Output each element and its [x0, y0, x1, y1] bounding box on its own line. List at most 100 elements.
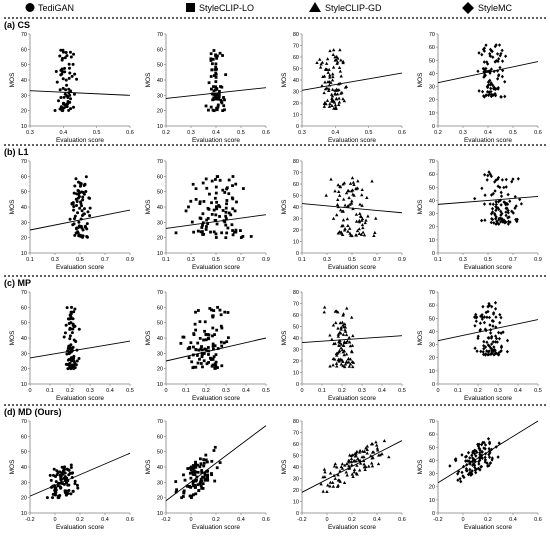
data-point — [331, 65, 336, 69]
data-point — [350, 463, 354, 467]
data-point — [502, 185, 506, 190]
x-tick-label: 0 — [189, 517, 192, 523]
x-tick-label: 0.4 — [242, 388, 250, 394]
data-point — [215, 466, 219, 470]
x-tick-label: 0 — [164, 388, 167, 394]
data-point — [514, 204, 518, 208]
data-point — [201, 223, 204, 227]
data-point — [344, 352, 349, 356]
x-tick-label: 0.9 — [126, 257, 134, 263]
y-tick-label: 80 — [293, 290, 299, 296]
data-point — [201, 221, 205, 225]
data-point — [337, 65, 342, 70]
data-point — [471, 457, 476, 462]
data-point — [504, 54, 508, 59]
data-point — [212, 89, 216, 93]
data-point — [218, 308, 222, 312]
y-tick-label: 20 — [157, 109, 163, 115]
data-point — [342, 480, 347, 485]
data-point — [498, 53, 502, 58]
data-point — [474, 470, 478, 475]
data-point — [327, 104, 332, 108]
data-point — [485, 461, 489, 465]
data-point — [479, 314, 483, 318]
data-point — [51, 473, 55, 477]
data-point — [340, 462, 345, 466]
data-point — [189, 476, 193, 480]
data-point — [212, 449, 216, 452]
data-point — [181, 495, 185, 498]
y-tick-label: 70 — [157, 419, 163, 425]
data-point — [335, 92, 340, 96]
data-point — [329, 80, 333, 84]
x-tick-label: 0.5 — [398, 388, 406, 394]
data-point — [204, 338, 208, 342]
data-point — [60, 477, 64, 481]
data-point — [217, 95, 221, 99]
data-point — [60, 72, 64, 76]
data-point — [209, 57, 213, 61]
data-point — [487, 303, 492, 308]
data-point — [81, 195, 85, 199]
data-point — [322, 310, 326, 314]
x-tick-label: 0 — [436, 388, 439, 394]
data-point — [326, 483, 330, 487]
data-point — [73, 361, 77, 365]
data-point — [351, 453, 355, 457]
data-point — [345, 473, 349, 477]
y-axis-label: MOS — [281, 72, 288, 87]
data-point — [216, 103, 220, 107]
data-point — [224, 206, 228, 210]
data-point — [193, 322, 197, 326]
x-tick-label: 0.3 — [298, 130, 306, 136]
x-tick-label: -0.2 — [297, 517, 306, 523]
data-point — [489, 67, 494, 71]
data-point — [483, 458, 487, 462]
data-point — [505, 206, 509, 211]
y-tick-label: 70 — [21, 419, 27, 425]
data-point — [338, 330, 342, 334]
data-point — [85, 234, 89, 238]
data-point — [460, 453, 464, 457]
data-point — [324, 67, 328, 71]
data-point — [196, 463, 199, 467]
data-point — [208, 307, 212, 310]
y-tick-label: 60 — [21, 305, 27, 311]
data-point — [190, 471, 194, 474]
data-point — [335, 97, 339, 101]
scatter-plot-styleclip-lo: 10 20 30 40 50 60 70 -0.2 0 0.2 0.4 0.6 MOS Evaluatio… — [145, 419, 270, 531]
x-axis-label: Evaluation score — [56, 264, 104, 271]
data-point — [507, 215, 511, 219]
x-tick-label: -0.2 — [25, 517, 34, 523]
data-point — [482, 75, 486, 79]
x-tick-label: 0.6 — [126, 130, 134, 136]
data-point — [69, 463, 73, 467]
x-axis-label: Evaluation score — [328, 524, 376, 531]
data-point — [57, 99, 61, 103]
data-point — [224, 223, 228, 227]
data-point — [58, 54, 62, 58]
data-point — [493, 189, 497, 193]
data-point — [63, 475, 67, 479]
data-point — [71, 105, 75, 109]
data-point — [491, 210, 495, 214]
data-point — [80, 209, 84, 213]
data-point — [488, 52, 492, 56]
data-point — [216, 305, 219, 309]
data-point — [344, 332, 349, 337]
x-axis-label: Evaluation score — [328, 395, 376, 402]
y-tick-label: 60 — [21, 47, 27, 53]
data-point — [483, 172, 487, 177]
data-point — [66, 367, 70, 371]
data-point — [234, 182, 238, 186]
data-point — [504, 202, 508, 207]
data-point — [77, 220, 81, 224]
data-point — [464, 459, 468, 463]
data-point — [360, 203, 364, 207]
data-point — [343, 203, 347, 207]
y-axis-label: MOS — [145, 72, 152, 87]
y-tick-label: 70 — [429, 32, 435, 38]
y-tick-label: 70 — [429, 290, 435, 296]
data-point — [66, 358, 70, 362]
data-point — [175, 488, 178, 492]
